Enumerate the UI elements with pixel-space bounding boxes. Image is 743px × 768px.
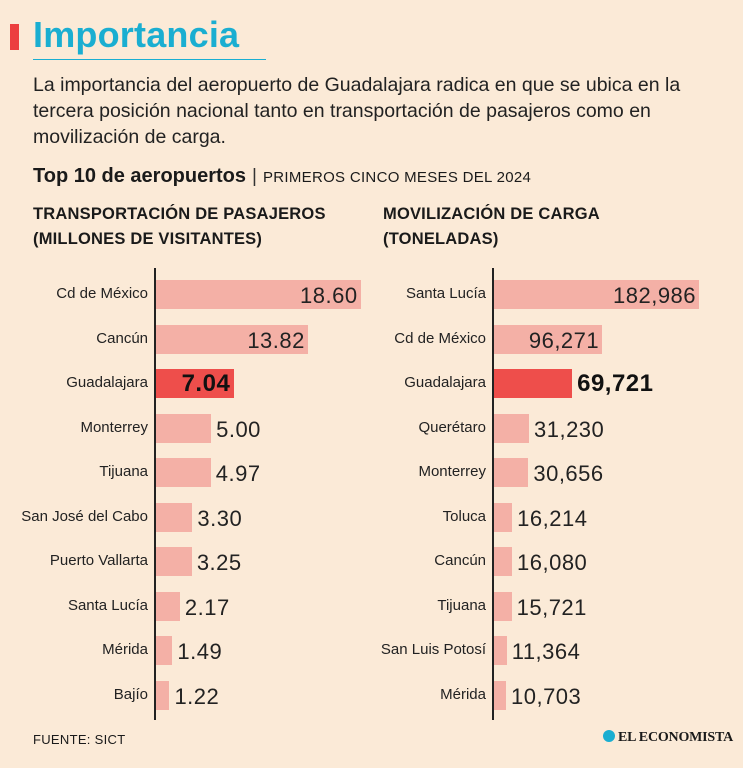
chart-0-bar [156,591,180,621]
chart-1-bar [494,680,506,710]
chart-0-value-label: 2.17 [184,594,230,620]
chart-1-category-label: Mérida [440,685,486,703]
cargo-chart-title: MOVILIZACIÓN DE CARGA (TONELADAS) [383,202,600,252]
chart-0-value-label: 1.22 [174,683,220,709]
chart-0-value-label: 13.82 [247,327,305,353]
chart-0-category-label: Bajío [113,685,148,703]
chart-0-category-label: Guadalajara [66,374,148,391]
chart-1-value-label: 16,214 [517,505,588,531]
logo-text: EL ECONOMISTA [618,730,733,745]
chart-1-value-label: 11,364 [511,639,581,664]
chart-1-bar [494,636,507,665]
chart-0-value-label: 5.00 [216,416,261,442]
chart-1-bar [494,324,602,354]
subtitle-separator: | [252,166,257,187]
chart-1-category-label: Santa Lucía [405,285,486,302]
chart-1-bar [494,458,529,487]
chart-1-value-label: 69,721 [577,370,654,397]
source-note: FUENTE: SICT [33,732,126,747]
chart-1-category-label: Querétaro [418,418,486,436]
chart-1-category-label: Toluca [442,507,486,525]
chart-1-bar [494,413,529,443]
chart-0-category-label: Tijuana [99,463,148,480]
chart-1-bar [494,280,699,309]
description: La importancia del aeropuerto de Guadala… [33,74,681,148]
chart-0-category-label: San José del Cabo [21,507,148,525]
chart-0-bar [156,369,234,398]
chart-0-category-label: Monterrey [80,418,148,436]
accent-bar [10,24,19,50]
chart-1-category-label: Cd de México [394,329,486,347]
chart-1-bar [494,369,573,398]
chart-0-category-label: Puerto Vallarta [49,552,148,569]
chart-0-bar [156,502,193,532]
chart-1-category-label: Tijuana [437,596,486,614]
chart-0-bar [156,324,309,354]
chart-0-category-label: Cd de México [56,285,148,302]
chart-1-category-label: Monterrey [418,463,486,480]
chart-0-category-label: Cancún [96,329,148,347]
chart-1-value-label: 96,271 [528,327,600,353]
chart-0-value-label: 3.25 [196,550,242,575]
chart-0-value-label: 7.04 [181,370,231,397]
logo-globe-icon [603,730,615,742]
publisher-logo: EL ECONOMISTA [603,730,733,746]
chart-0-bar [156,280,361,309]
chart-0-category-label: Mérida [102,641,148,658]
chart-1-value-label: 16,080 [517,550,588,575]
chart-1-category-label: Cancún [434,552,486,569]
chart-1-value-label: 31,230 [533,416,605,442]
chart-0-axis [154,268,156,720]
chart-0-value-label: 1.49 [177,639,223,664]
chart-1-bar [494,591,512,621]
passengers-title-line1: TRANSPORTACIÓN DE PASAJEROS [33,205,326,223]
chart-1-value-label: 182,986 [613,283,697,308]
chart-1-category-label: San Luis Potosí [380,641,486,658]
chart-0-value-label: 18.60 [300,283,358,308]
chart-0-bar [156,413,212,443]
chart-0-bar [156,547,192,576]
chart-0-value-label: 3.30 [197,505,243,531]
chart-1-bar [494,547,512,576]
cargo-title-line1: MOVILIZACIÓN DE CARGA [383,205,600,223]
passengers-chart-title: TRANSPORTACIÓN DE PASAJEROS (MILLONES DE… [33,202,326,252]
chart-0-bar [156,458,211,487]
passengers-title-line2: (MILLONES DE VISITANTES) [33,230,263,248]
chart-1-bar [494,502,513,532]
chart-1-value-label: 30,656 [533,461,604,486]
chart-0-value-label: 4.97 [215,461,261,486]
chart-0-bar [156,636,173,665]
chart-1-category-label: Guadalajara [404,374,486,391]
chart-subtitle: Top 10 de aeropuertos | PRIMEROS CINCO MES… [33,165,531,188]
chart-0-category-label: Santa Lucía [67,596,148,614]
chart-1-value-label: 10,703 [510,683,582,709]
chart-0-bar [156,680,170,710]
subtitle-bold: Top 10 de aeropuertos [33,165,247,187]
chart-1-value-label: 15,721 [516,594,587,620]
subtitle-period: PRIMEROS CINCO MESES DEL 2024 [262,169,532,186]
title-underline [33,59,266,60]
page-title: Importancia [33,14,240,55]
cargo-title-line2: (TONELADAS) [383,230,499,248]
chart-1-axis [492,268,494,720]
